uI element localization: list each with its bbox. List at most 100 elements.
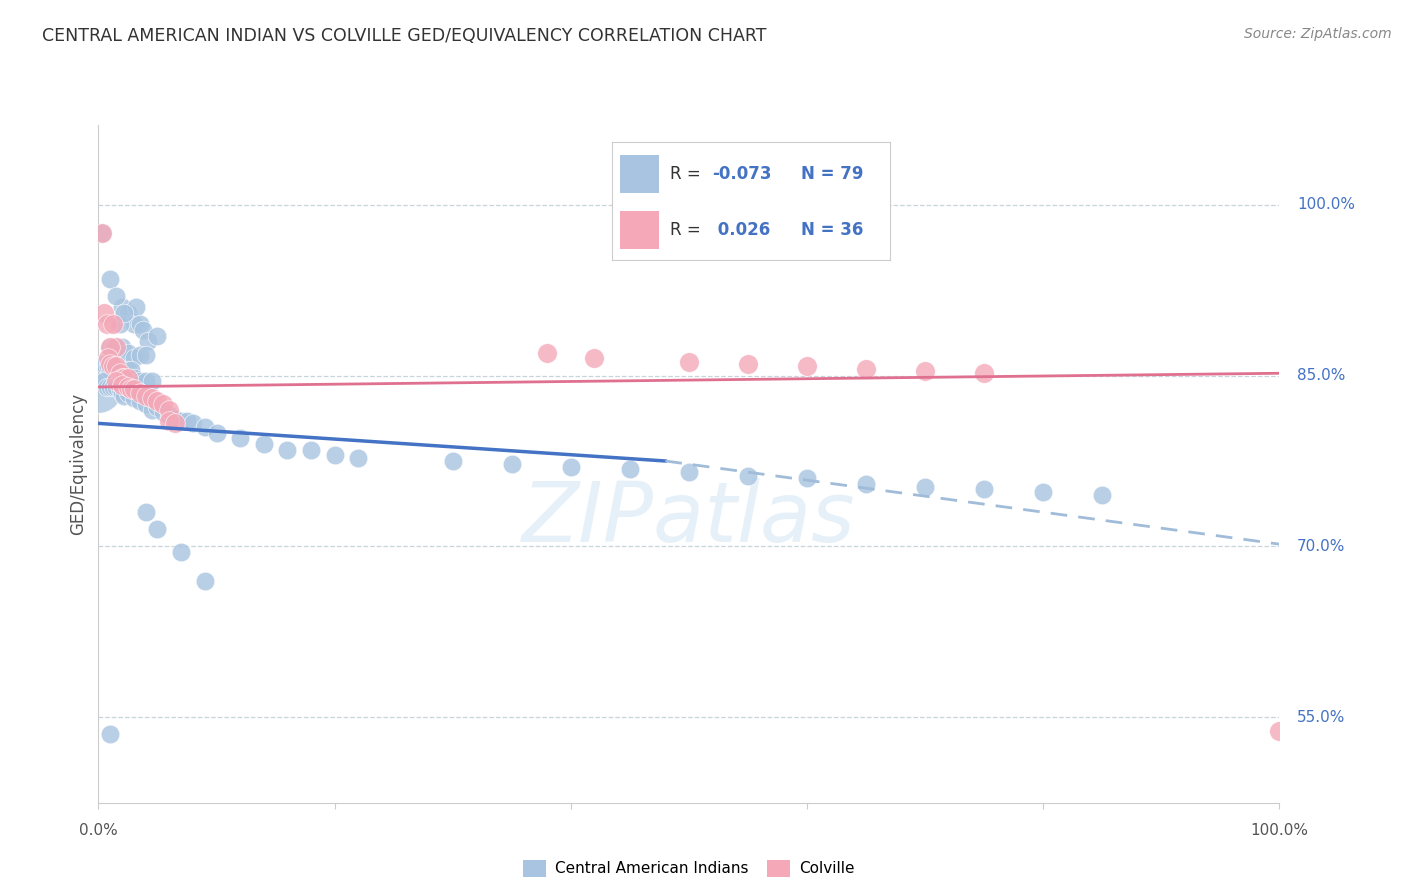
Point — [91, 226, 114, 240]
Point — [146, 393, 169, 408]
Point — [97, 351, 120, 366]
Text: -0.073: -0.073 — [711, 165, 772, 183]
Text: N = 36: N = 36 — [801, 220, 863, 239]
Point — [973, 483, 995, 497]
Point — [176, 414, 198, 428]
Point — [157, 414, 180, 428]
Point — [105, 363, 128, 377]
Point — [121, 382, 143, 396]
Point — [105, 289, 128, 303]
Point — [93, 357, 115, 371]
Point — [855, 361, 877, 376]
Point — [973, 366, 995, 380]
Point — [141, 402, 163, 417]
Point — [181, 417, 204, 431]
Point — [205, 425, 228, 440]
Point — [796, 359, 818, 374]
Point — [111, 385, 134, 400]
Point — [122, 382, 145, 396]
Point — [101, 318, 124, 332]
Point — [105, 340, 128, 354]
Point — [125, 300, 148, 314]
Point — [128, 348, 150, 362]
Point — [737, 357, 759, 371]
Point — [101, 380, 124, 394]
Point — [91, 226, 114, 240]
Point — [128, 385, 150, 400]
Point — [501, 458, 523, 472]
Point — [112, 389, 135, 403]
Text: 0.0%: 0.0% — [79, 823, 118, 838]
Point — [117, 385, 139, 400]
Point — [105, 374, 128, 388]
Point — [194, 419, 217, 434]
Point — [105, 380, 128, 394]
Point — [128, 393, 150, 408]
Text: 70.0%: 70.0% — [1298, 539, 1346, 554]
Point — [194, 574, 217, 588]
Text: R =: R = — [671, 220, 702, 239]
Point — [152, 405, 174, 419]
Point — [117, 345, 139, 359]
Point — [678, 466, 700, 480]
Point — [108, 363, 131, 377]
Point — [157, 409, 180, 423]
Text: 100.0%: 100.0% — [1250, 823, 1309, 838]
Text: N = 79: N = 79 — [801, 165, 863, 183]
Point — [914, 480, 936, 494]
Point — [112, 306, 135, 320]
Point — [111, 300, 134, 314]
Point — [165, 412, 187, 426]
Point — [111, 371, 134, 385]
Point — [108, 382, 131, 396]
Point — [98, 357, 121, 371]
Point — [136, 334, 159, 349]
Legend: Central American Indians, Colville: Central American Indians, Colville — [517, 854, 860, 883]
Point — [117, 371, 139, 385]
Text: 85.0%: 85.0% — [1298, 368, 1346, 383]
Point — [347, 450, 370, 465]
Point — [108, 366, 131, 380]
Point — [87, 382, 110, 396]
Point — [914, 364, 936, 378]
Point — [135, 505, 157, 519]
Point — [855, 476, 877, 491]
Text: 55.0%: 55.0% — [1298, 710, 1346, 725]
Point — [135, 389, 157, 403]
Point — [122, 371, 145, 385]
Point — [536, 345, 558, 359]
Point — [111, 377, 134, 392]
Point — [98, 271, 121, 285]
Point — [108, 318, 131, 332]
Point — [299, 442, 322, 457]
Point — [441, 454, 464, 468]
Text: Source: ZipAtlas.com: Source: ZipAtlas.com — [1244, 27, 1392, 41]
Point — [101, 359, 124, 374]
FancyBboxPatch shape — [620, 155, 659, 193]
Point — [98, 380, 121, 394]
Point — [97, 359, 120, 374]
Point — [122, 351, 145, 366]
Point — [93, 306, 115, 320]
Point — [117, 380, 139, 394]
Point — [1268, 724, 1291, 739]
Point — [122, 392, 145, 406]
FancyBboxPatch shape — [620, 211, 659, 249]
Point — [165, 417, 187, 431]
Point — [105, 359, 128, 374]
Point — [141, 374, 163, 388]
Text: 0.026: 0.026 — [711, 220, 770, 239]
Point — [146, 522, 169, 536]
Text: 100.0%: 100.0% — [1298, 197, 1355, 212]
Point — [170, 545, 193, 559]
Point — [157, 402, 180, 417]
Point — [229, 431, 252, 445]
Point — [98, 340, 121, 354]
Point — [170, 414, 193, 428]
Point — [98, 363, 121, 377]
Point — [276, 442, 298, 457]
Point — [128, 318, 150, 332]
Point — [146, 401, 169, 415]
Point — [135, 374, 157, 388]
Point — [737, 468, 759, 483]
